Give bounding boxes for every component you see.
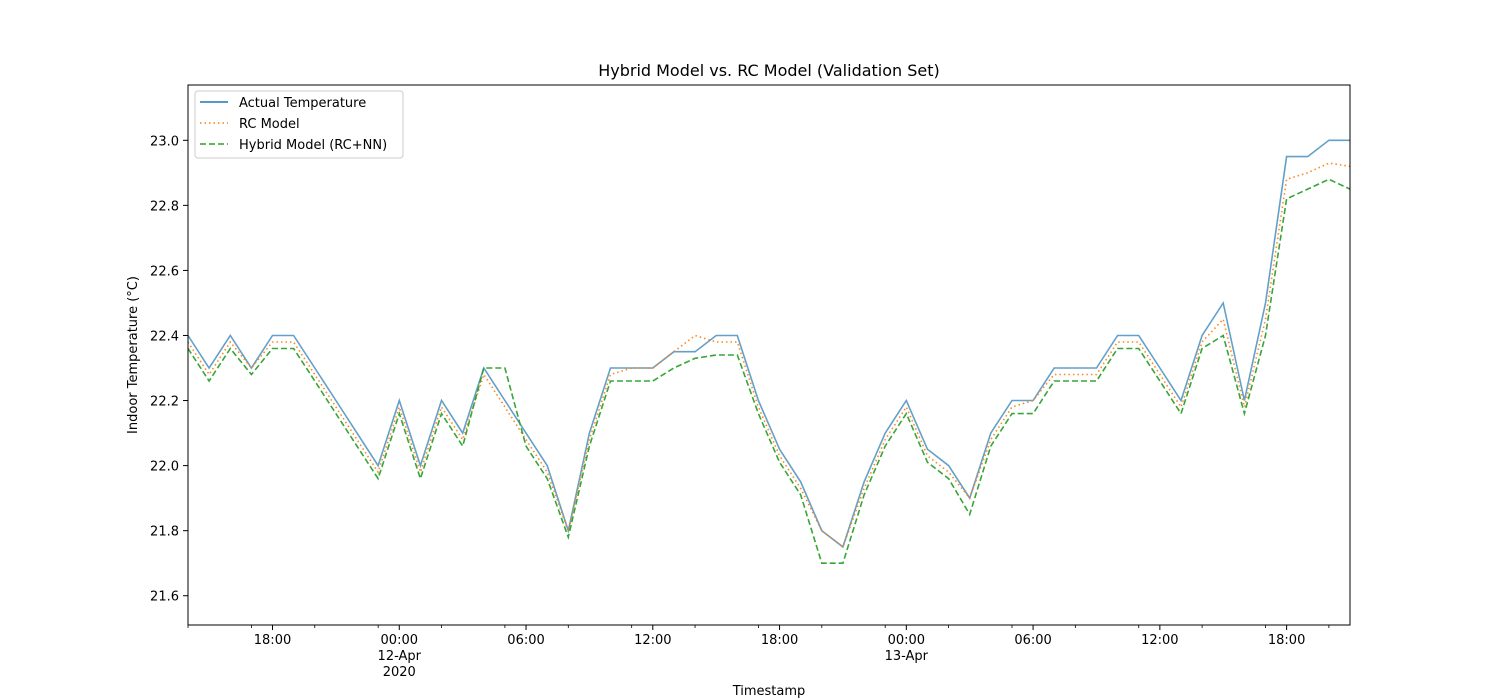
plot-frame [187,84,1351,626]
x-tick-label-4-0: 18:00 [761,633,798,648]
series-layer [187,139,1351,565]
y-tick-label-4: 22.4 [150,329,179,344]
legend-label-0: Actual Temperature [239,96,366,111]
legend-label-1: RC Model [239,117,300,132]
legend-box [194,90,404,159]
x-tick-label-0-0: 18:00 [254,633,291,648]
series-line-0 [187,139,1350,549]
x-tick-label-1-0: 00:00 [381,633,418,648]
y-tick-label-7: 23.0 [150,134,179,149]
x-tick-label-8-0: 18:00 [1268,633,1305,648]
y-tick-label-5: 22.6 [150,264,179,279]
x-tick-label-5-0: 00:00 [888,633,925,648]
y-axis: 21.6 21.8 22.0 22.2 22.4 22.6 22.8 23.0 [150,134,188,605]
legend-label-2: Hybrid Model (RC+NN) [239,138,387,153]
y-axis-label: Indoor Temperature (°C) [126,276,141,434]
x-tick-label-6-0: 06:00 [1014,633,1051,648]
chart-title: Hybrid Model vs. RC Model (Validation Se… [598,61,940,80]
y-tick-label-3: 22.2 [150,395,179,410]
x-tick-label-1-1: 12-Apr [378,649,422,664]
x-tick-label-3-0: 12:00 [634,633,671,648]
y-tick-label-0: 21.6 [150,590,179,605]
legend: Actual Temperature RC Model Hybrid Model (… [194,90,404,159]
y-tick-label-1: 21.8 [150,525,179,540]
x-axis-label: Timestamp [732,684,806,699]
x-tick-label-1-2: 2020 [383,665,416,680]
x-tick-label-5-1: 13-Apr [885,649,929,664]
y-tick-label-6: 22.8 [150,199,179,214]
y-tick-label-2: 22.0 [150,460,179,475]
x-tick-label-7-0: 12:00 [1141,633,1178,648]
x-tick-label-2-0: 06:00 [507,633,544,648]
